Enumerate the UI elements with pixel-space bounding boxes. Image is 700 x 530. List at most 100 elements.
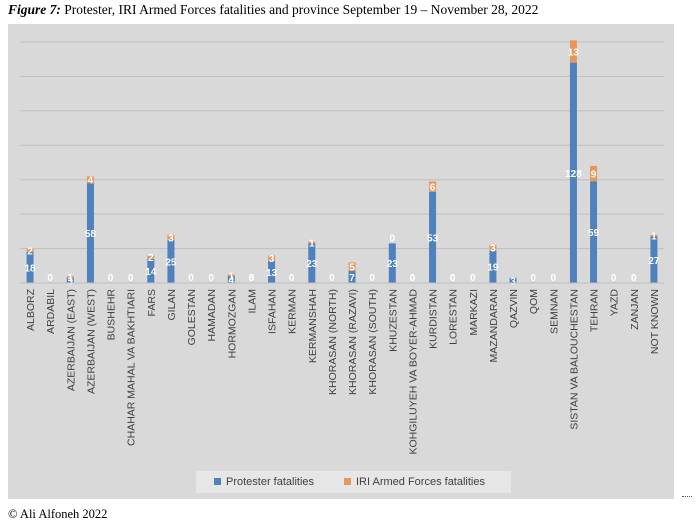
data-label-protester: 25 (165, 257, 177, 268)
x-tick-label: SEMNAN (548, 289, 560, 334)
legend-swatch-irgc (344, 477, 351, 485)
data-label-protester: 0 (450, 273, 456, 284)
x-tick-label: KURDISTAN (428, 289, 440, 349)
data-label-irgc: 6 (430, 183, 436, 194)
bar-irgc (590, 165, 598, 182)
figure-title-text: Protester, IRI Armed Forces fatalities a… (60, 2, 539, 17)
data-label-protester: 27 (648, 256, 660, 267)
data-label-irgc: 2 (27, 246, 33, 257)
x-tick-label: SISTAN VA BALOUCHESTAN (568, 289, 580, 430)
data-label-irgc: 0 (390, 233, 396, 244)
x-tick-label: YAZD (609, 289, 621, 317)
data-label-protester: 23 (306, 259, 318, 270)
data-label-irgc: 4 (88, 176, 94, 187)
data-label-protester: 7 (349, 273, 355, 284)
bar-protester (268, 260, 276, 283)
data-label-protester: 0 (208, 273, 214, 284)
bar-irgc (26, 248, 34, 253)
data-label-protester: 0 (369, 273, 375, 284)
x-tick-label: LORESTAN (448, 289, 460, 345)
data-label-irgc: 0 (631, 273, 637, 284)
x-tick-label: TEHRAN (589, 289, 601, 332)
data-label-protester: 0 (329, 273, 335, 284)
data-label-protester: 0 (47, 273, 53, 284)
data-label-irgc: 13 (568, 47, 580, 58)
data-label-protester: 19 (487, 263, 499, 274)
bar-protester (489, 250, 497, 283)
x-tick-label: KERMANSHAH (307, 289, 319, 363)
data-label-irgc: 3 (168, 233, 174, 244)
data-label-irgc: 5 (349, 263, 355, 274)
bar-irgc (86, 176, 94, 184)
data-label-protester: 14 (145, 267, 157, 278)
page-corner-mark (682, 496, 692, 498)
data-label-protester: 3 (68, 276, 74, 287)
data-label-protester: 0 (289, 273, 295, 284)
x-tick-label: MARKAZI (468, 289, 480, 336)
bar-protester (227, 276, 235, 283)
data-label-protester: 0 (470, 273, 476, 284)
figure-label: Figure 7: (8, 2, 61, 17)
legend-item-irgc: IRI Armed Forces fatalities (344, 476, 485, 488)
bar-irgc (227, 274, 235, 277)
data-label-irgc: 1 (651, 232, 657, 243)
data-label-protester: 59 (588, 228, 600, 239)
data-label-protester: 53 (427, 233, 439, 244)
bar-protester (308, 243, 316, 283)
x-tick-label: AZERBAIJAN (EAST) (65, 289, 77, 391)
x-tick-label: ZANJAN (629, 289, 641, 330)
bar-protester (167, 239, 175, 283)
x-tick-label: NOT KNOWN (649, 289, 661, 354)
bar-protester (147, 258, 155, 283)
data-label-protester: 0 (188, 273, 194, 284)
data-label-irgc: 1 (229, 271, 235, 282)
bar-irgc (308, 241, 316, 244)
x-tick-label: BUSHEHR (106, 289, 118, 341)
data-label-protester: 3 (510, 276, 516, 287)
data-label-protester: 13 (266, 268, 278, 279)
data-label-irgc: 3 (490, 244, 496, 255)
x-tick-label: KHORASAN (RAZAVI) (347, 289, 359, 395)
data-label-irgc: 2 (148, 253, 154, 264)
bar-protester (348, 270, 356, 283)
data-label-protester: 128 (565, 169, 582, 180)
bar-irgc (489, 245, 497, 251)
x-tick-label: HORMOZGAN (226, 289, 238, 358)
data-label-protester: 0 (128, 273, 134, 284)
data-label-protester: 0 (530, 273, 536, 284)
data-label-irgc: 1 (309, 239, 315, 250)
x-tick-label: KERMAN (287, 289, 299, 334)
data-label-protester: 0 (108, 273, 114, 284)
legend-label-irgc: IRI Armed Forces fatalities (356, 476, 485, 488)
x-tick-label: KHORASAN (NORTH) (327, 289, 339, 395)
data-label-protester: 58 (85, 229, 97, 240)
data-label-protester: 0 (631, 273, 637, 284)
bar-irgc (569, 40, 577, 63)
bar-irgc (66, 276, 74, 278)
data-label-protester: 4 (229, 276, 235, 287)
bar-irgc (650, 234, 658, 237)
bar-irgc (429, 181, 437, 192)
data-label-irgc: 0 (249, 273, 255, 284)
x-tick-label: ISFAHAN (267, 289, 279, 334)
bar-protester (26, 252, 34, 283)
x-tick-label: QAZVIN (508, 289, 520, 328)
data-label-irgc: 3 (269, 254, 275, 265)
bar-protester (66, 277, 74, 283)
chart-area: 18 2 ALBORZ 0 ARDABIL 3 1 AZERBAIJAN (EAST) 58 4 A… (8, 24, 674, 499)
bar-protester (650, 236, 658, 283)
bar-protester (86, 183, 94, 283)
data-label-protester: 18 (25, 264, 37, 275)
legend-label-protester: Protester fatalities (226, 476, 315, 488)
data-label-irgc: 1 (68, 273, 74, 284)
bar-protester (388, 243, 396, 283)
bar-irgc (268, 255, 276, 261)
x-tick-label: GILAN (166, 289, 178, 321)
x-tick-label: KHUZESTAN (387, 289, 399, 352)
figure-title: Figure 7: Protester, IRI Armed Forces fa… (8, 2, 538, 18)
x-tick-label: HAMADAN (206, 289, 218, 342)
data-label-protester: 0 (551, 273, 557, 284)
data-label-protester: 0 (611, 273, 617, 284)
x-tick-label: KOHGILUYEH VA BOYER-AHMAD (407, 289, 419, 455)
